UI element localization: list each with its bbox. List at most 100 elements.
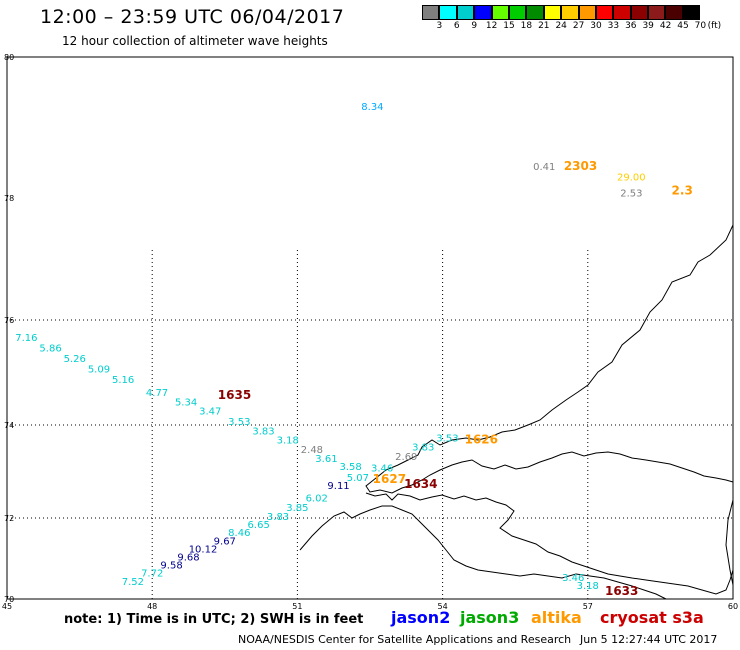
wave-height-value: 6.65 (248, 520, 270, 531)
footer-credit: NOAA/NESDIS Center for Satellite Applica… (238, 633, 572, 646)
color-scale-label: 33 (607, 21, 620, 31)
latitude-label: 76 (4, 316, 14, 325)
wave-height-value: 6.02 (306, 494, 328, 505)
wave-height-value: 3.18 (277, 436, 299, 447)
color-scale-swatch (491, 5, 509, 20)
track-time-label: 1633 (605, 584, 638, 598)
track-time-label: 1635 (218, 388, 251, 402)
wave-height-value: 9.67 (214, 536, 236, 547)
coastline (299, 224, 734, 600)
legend-cryosat-s3a: cryosat s3a (600, 608, 704, 627)
wave-height-value: 5.26 (64, 354, 86, 365)
color-scale-swatch (665, 5, 683, 20)
wave-height-labels: 7.165.865.265.095.164.775.343.473.533.83… (15, 102, 693, 598)
wave-height-value: 3.61 (315, 454, 337, 465)
track-time-label: 2303 (564, 159, 597, 173)
color-scale-swatch (543, 5, 562, 20)
coastline-north-island (365, 224, 734, 494)
chart-subtitle: 12 hour collection of altimeter wave hei… (62, 34, 328, 48)
wave-height-value: 4.77 (146, 388, 168, 399)
wave-height-value: 5.86 (39, 344, 61, 355)
wave-height-value: 2.48 (301, 445, 323, 456)
color-scale-label: 27 (572, 21, 585, 31)
wave-height-value: 3.46 (562, 573, 584, 584)
latitude-label: 74 (4, 421, 14, 430)
color-scale-swatch (682, 5, 701, 20)
color-scale-swatch (595, 5, 614, 20)
legend-jason2: jason2 (391, 608, 451, 627)
wave-height-value: 8.34 (361, 102, 383, 113)
wave-height-value: 3.83 (267, 512, 289, 523)
map-frame (6, 56, 734, 600)
color-scale-label: 6 (453, 21, 460, 31)
wave-height-value: 3.46 (371, 464, 393, 475)
wave-height-value: 9.11 (327, 481, 349, 492)
wave-height-value: 7.72 (141, 569, 163, 580)
color-scale-label: 9 (471, 21, 478, 31)
wave-height-value: 3.85 (286, 503, 308, 514)
color-scale-swatches (422, 5, 701, 20)
latitude-label: 78 (4, 194, 14, 203)
color-scale-legend: 3 6 9 12 15 18 21 24 27 30 33 36 39 42 45 70 (ft) (422, 5, 722, 34)
color-scale-swatch (613, 5, 631, 20)
wave-height-value: 2.53 (620, 189, 642, 200)
footer-note: note: 1) Time is in UTC; 2) SWH is in fe… (64, 612, 364, 627)
coastline-south-island (365, 492, 734, 595)
wave-height-value: 2.69 (395, 452, 417, 463)
color-scale-swatch (578, 5, 596, 20)
wave-height-value: 3.47 (199, 407, 221, 418)
wave-height-value: 9.58 (160, 561, 182, 572)
longitude-label: 48 (147, 602, 157, 611)
wave-height-value: 3.58 (340, 462, 362, 473)
wave-height-value: 5.34 (175, 398, 197, 409)
wave-height-value: 7.16 (15, 333, 37, 344)
wave-height-value: 5.09 (88, 365, 110, 376)
wave-height-value: 3.53 (436, 433, 458, 444)
chart-title: 12:00 – 23:59 UTC 06/04/2017 (40, 6, 345, 28)
color-scale-label: 36 (625, 21, 637, 31)
legend-altika: altika (531, 608, 582, 627)
wave-height-value: 3.83 (252, 426, 274, 437)
color-scale-swatch (508, 5, 527, 20)
coastline-east (725, 499, 734, 586)
wave-height-value: 7.52 (122, 577, 144, 588)
longitude-label: 60 (728, 602, 738, 611)
color-scale-swatch (526, 5, 544, 20)
longitude-label: 51 (292, 602, 302, 611)
color-scale-label: 18 (520, 21, 533, 31)
color-scale-label: 3 (436, 21, 443, 31)
longitude-label: 57 (583, 602, 593, 611)
wave-height-value: 5.07 (347, 473, 369, 484)
wave-height-value: 3.53 (228, 417, 250, 428)
color-scale-swatch (561, 5, 579, 20)
color-scale-label: 15 (503, 21, 515, 31)
latitude-label: 80 (4, 53, 14, 62)
color-scale-label: 42 (659, 21, 672, 31)
color-scale-swatch (422, 5, 440, 20)
track-time-label: 1634 (404, 477, 437, 491)
legend-jason3: jason3 (460, 608, 520, 627)
wave-height-value: 5.16 (112, 375, 134, 386)
track-time-label: 1627 (373, 472, 406, 486)
color-scale-label: 24 (555, 21, 567, 31)
color-scale-swatch (648, 5, 666, 20)
wave-height-value: 10.12 (189, 544, 218, 555)
longitude-label: 54 (438, 602, 448, 611)
color-scale-swatch (630, 5, 649, 20)
color-scale-swatch (474, 5, 492, 20)
wave-height-value: 9.68 (177, 553, 199, 564)
color-scale-label: 39 (642, 21, 654, 31)
color-scale-swatch (439, 5, 457, 20)
color-scale-label: 21 (538, 21, 550, 31)
map-grid (7, 250, 733, 599)
wave-height-value: 3.18 (577, 581, 599, 592)
color-scale-label: 30 (590, 21, 602, 31)
color-scale-label: 12 (485, 21, 498, 31)
track-time-label: 1626 (465, 433, 498, 447)
latitude-label: 70 (4, 595, 14, 604)
color-scale-labels: 3 6 9 12 15 18 21 24 27 30 33 36 39 42 45 70 (ft) (422, 20, 722, 34)
wave-height-value: 8.46 (228, 528, 250, 539)
longitude-label: 45 (2, 602, 12, 611)
